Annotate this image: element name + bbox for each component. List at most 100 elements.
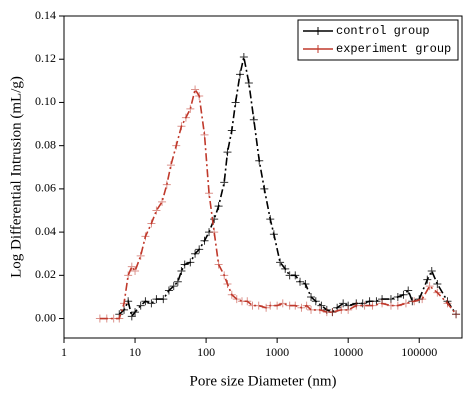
data-point	[162, 180, 171, 189]
data-point	[210, 228, 219, 237]
data-point	[425, 282, 434, 291]
data-point	[172, 141, 181, 150]
data-point	[214, 260, 223, 269]
x-tick-label: 10	[129, 345, 141, 359]
data-point	[337, 305, 346, 314]
data-point	[214, 202, 223, 211]
legend-marker	[314, 45, 322, 53]
data-point	[136, 251, 145, 260]
y-tick-label: 0.06	[35, 181, 56, 195]
data-point	[301, 279, 310, 288]
data-point	[297, 303, 306, 312]
legend-box	[297, 19, 459, 61]
y-tick-label: 0.08	[35, 137, 56, 151]
data-point	[317, 301, 326, 310]
data-point	[102, 314, 111, 323]
data-point	[223, 148, 232, 157]
data-point	[152, 295, 161, 304]
data-point	[141, 232, 150, 241]
x-axis-title: Pore size Diameter (nm)	[189, 373, 336, 389]
data-point	[244, 78, 253, 87]
data-point	[191, 249, 200, 258]
plot-frame	[63, 15, 463, 339]
data-point	[399, 290, 408, 299]
data-point	[147, 299, 156, 308]
data-point	[220, 178, 229, 187]
data-point	[95, 314, 104, 323]
data-point	[158, 197, 167, 206]
data-point	[227, 290, 236, 299]
data-point	[423, 275, 432, 284]
legend-marker	[314, 27, 322, 35]
data-point	[427, 267, 436, 276]
data-point	[232, 295, 241, 304]
data-point	[266, 215, 275, 224]
data-point	[166, 161, 175, 170]
data-point	[159, 295, 168, 304]
data-point	[315, 305, 324, 314]
data-point	[164, 286, 173, 295]
data-point	[281, 264, 290, 273]
y-tick-label: 0.14	[35, 8, 56, 22]
data-point	[115, 314, 124, 323]
data-point	[404, 286, 413, 295]
data-point	[200, 130, 209, 139]
data-point	[452, 310, 461, 319]
data-point	[307, 292, 316, 301]
data-point	[191, 85, 200, 94]
data-point	[378, 299, 387, 308]
data-point	[262, 303, 271, 312]
data-point	[127, 312, 136, 321]
data-point	[418, 295, 427, 304]
data-point	[249, 115, 258, 124]
y-tick-label: 0.02	[35, 267, 56, 281]
data-point	[269, 230, 278, 239]
data-point	[307, 305, 316, 314]
data-point	[276, 258, 285, 267]
data-point	[443, 299, 452, 308]
data-point	[266, 301, 275, 310]
data-point	[227, 126, 236, 135]
data-point	[278, 299, 287, 308]
y-tick-label: 0.04	[35, 224, 56, 238]
data-point	[195, 245, 204, 254]
data-point	[291, 301, 300, 310]
data-point	[141, 297, 150, 306]
data-point	[344, 305, 353, 314]
data-point	[177, 122, 186, 131]
data-point	[177, 267, 186, 276]
y-tick-label: 0.12	[35, 51, 56, 65]
data-point	[243, 297, 252, 306]
data-point	[120, 299, 129, 308]
data-point	[296, 277, 305, 286]
series-line	[99, 87, 457, 320]
y-axis-title: Log Differential Intrusion (mL/g)	[8, 76, 24, 278]
data-point	[393, 301, 402, 310]
x-tick-label: 1	[61, 345, 67, 359]
data-point	[127, 262, 136, 271]
data-point	[352, 301, 361, 310]
data-point	[235, 70, 244, 79]
legend-label: experiment group	[336, 42, 451, 56]
x-tick-label: 100	[197, 345, 215, 359]
legend-label: control group	[336, 24, 430, 38]
data-point	[169, 282, 178, 291]
data-point	[220, 271, 229, 280]
data-point	[186, 104, 195, 113]
data-point	[180, 260, 189, 269]
data-point	[255, 156, 264, 165]
data-point	[186, 258, 195, 267]
y-tick-label: 0.10	[35, 94, 56, 108]
data-point	[368, 301, 377, 310]
data-point	[200, 236, 209, 245]
data-point	[131, 308, 140, 317]
data-point	[231, 98, 240, 107]
data-point	[195, 91, 204, 100]
data-point	[302, 301, 311, 310]
data-point	[365, 297, 374, 306]
data-point	[410, 297, 419, 306]
data-point	[311, 297, 320, 306]
data-point	[433, 288, 442, 297]
